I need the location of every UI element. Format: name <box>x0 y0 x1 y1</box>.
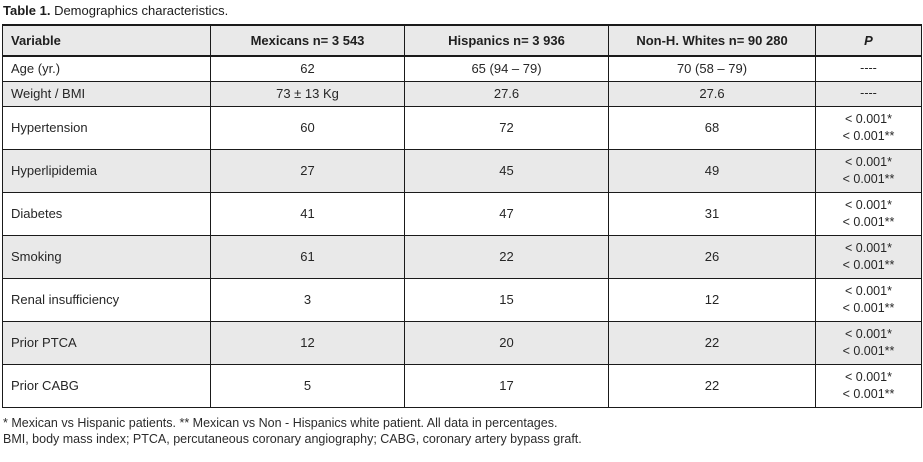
table-row-smoking: Smoking 61 22 26 < 0.001* < 0.001** <box>2 234 922 279</box>
cell-p-value: < 0.001* < 0.001** <box>815 105 922 150</box>
cell-hispanics: 72 <box>404 105 609 150</box>
cell-mexicans: 3 <box>210 277 405 322</box>
cell-variable: Age (yr.) <box>2 55 211 82</box>
cell-nonh-whites: 68 <box>608 105 816 150</box>
column-header-variable: Variable <box>2 24 211 57</box>
cell-nonh-whites: 22 <box>608 320 816 365</box>
table-caption-text: Demographics characteristics. <box>50 3 229 18</box>
column-header-nonh-whites: Non-H. Whites n= 90 280 <box>608 24 816 57</box>
table-row-weight-bmi: Weight / BMI 73 ± 13 Kg 27.6 27.6 ---- <box>2 80 922 107</box>
cell-p-value: < 0.001* < 0.001** <box>815 363 922 408</box>
table-row-prior-ptca: Prior PTCA 12 20 22 < 0.001* < 0.001** <box>2 320 922 365</box>
column-header-hispanics: Hispanics n= 3 936 <box>404 24 609 57</box>
table-footnotes: * Mexican vs Hispanic patients. ** Mexic… <box>3 416 921 447</box>
cell-hispanics: 22 <box>404 234 609 279</box>
cell-variable: Hypertension <box>2 105 211 150</box>
cell-nonh-whites: 31 <box>608 191 816 236</box>
footnote-abbreviations: BMI, body mass index; PTCA, percutaneous… <box>3 431 582 446</box>
demographics-table: Variable Mexicans n= 3 543 Hispanics n= … <box>2 24 922 408</box>
cell-variable: Prior PTCA <box>2 320 211 365</box>
table-row-hypertension: Hypertension 60 72 68 < 0.001* < 0.001** <box>2 105 922 150</box>
cell-hispanics: 20 <box>404 320 609 365</box>
cell-nonh-whites: 26 <box>608 234 816 279</box>
cell-variable: Weight / BMI <box>2 80 211 107</box>
cell-nonh-whites: 27.6 <box>608 80 816 107</box>
cell-nonh-whites: 49 <box>608 148 816 193</box>
table-row-renal-insufficiency: Renal insufficiency 3 15 12 < 0.001* < 0… <box>2 277 922 322</box>
cell-hispanics: 47 <box>404 191 609 236</box>
cell-mexicans: 60 <box>210 105 405 150</box>
cell-mexicans: 5 <box>210 363 405 408</box>
cell-nonh-whites: 12 <box>608 277 816 322</box>
cell-p-value: < 0.001* < 0.001** <box>815 320 922 365</box>
footnote-comparisons: * Mexican vs Hispanic patients. ** Mexic… <box>3 415 558 430</box>
cell-hispanics: 27.6 <box>404 80 609 107</box>
cell-p-value: ---- <box>815 55 922 82</box>
cell-mexicans: 61 <box>210 234 405 279</box>
table-row-age: Age (yr.) 62 65 (94 – 79) 70 (58 – 79) -… <box>2 55 922 82</box>
cell-variable: Hyperlipidemia <box>2 148 211 193</box>
cell-hispanics: 17 <box>404 363 609 408</box>
cell-hispanics: 15 <box>404 277 609 322</box>
cell-mexicans: 62 <box>210 55 405 82</box>
table-caption-label: Table 1. <box>3 3 51 18</box>
cell-p-value: ---- <box>815 80 922 107</box>
cell-mexicans: 27 <box>210 148 405 193</box>
cell-nonh-whites: 70 (58 – 79) <box>608 55 816 82</box>
header-row: Variable Mexicans n= 3 543 Hispanics n= … <box>2 24 922 57</box>
cell-mexicans: 73 ± 13 Kg <box>210 80 405 107</box>
table-row-hyperlipidemia: Hyperlipidemia 27 45 49 < 0.001* < 0.001… <box>2 148 922 193</box>
cell-variable: Prior CABG <box>2 363 211 408</box>
cell-variable: Diabetes <box>2 191 211 236</box>
table-row-diabetes: Diabetes 41 47 31 < 0.001* < 0.001** <box>2 191 922 236</box>
cell-mexicans: 12 <box>210 320 405 365</box>
cell-p-value: < 0.001* < 0.001** <box>815 277 922 322</box>
column-header-mexicans: Mexicans n= 3 543 <box>210 24 405 57</box>
table-row-prior-cabg: Prior CABG 5 17 22 < 0.001* < 0.001** <box>2 363 922 408</box>
column-header-p: P <box>815 24 922 57</box>
cell-variable: Renal insufficiency <box>2 277 211 322</box>
cell-nonh-whites: 22 <box>608 363 816 408</box>
cell-p-value: < 0.001* < 0.001** <box>815 148 922 193</box>
cell-p-value: < 0.001* < 0.001** <box>815 191 922 236</box>
cell-hispanics: 45 <box>404 148 609 193</box>
cell-variable: Smoking <box>2 234 211 279</box>
cell-mexicans: 41 <box>210 191 405 236</box>
cell-p-value: < 0.001* < 0.001** <box>815 234 922 279</box>
cell-hispanics: 65 (94 – 79) <box>404 55 609 82</box>
table-caption: Table 1. Demographics characteristics. <box>3 3 921 19</box>
